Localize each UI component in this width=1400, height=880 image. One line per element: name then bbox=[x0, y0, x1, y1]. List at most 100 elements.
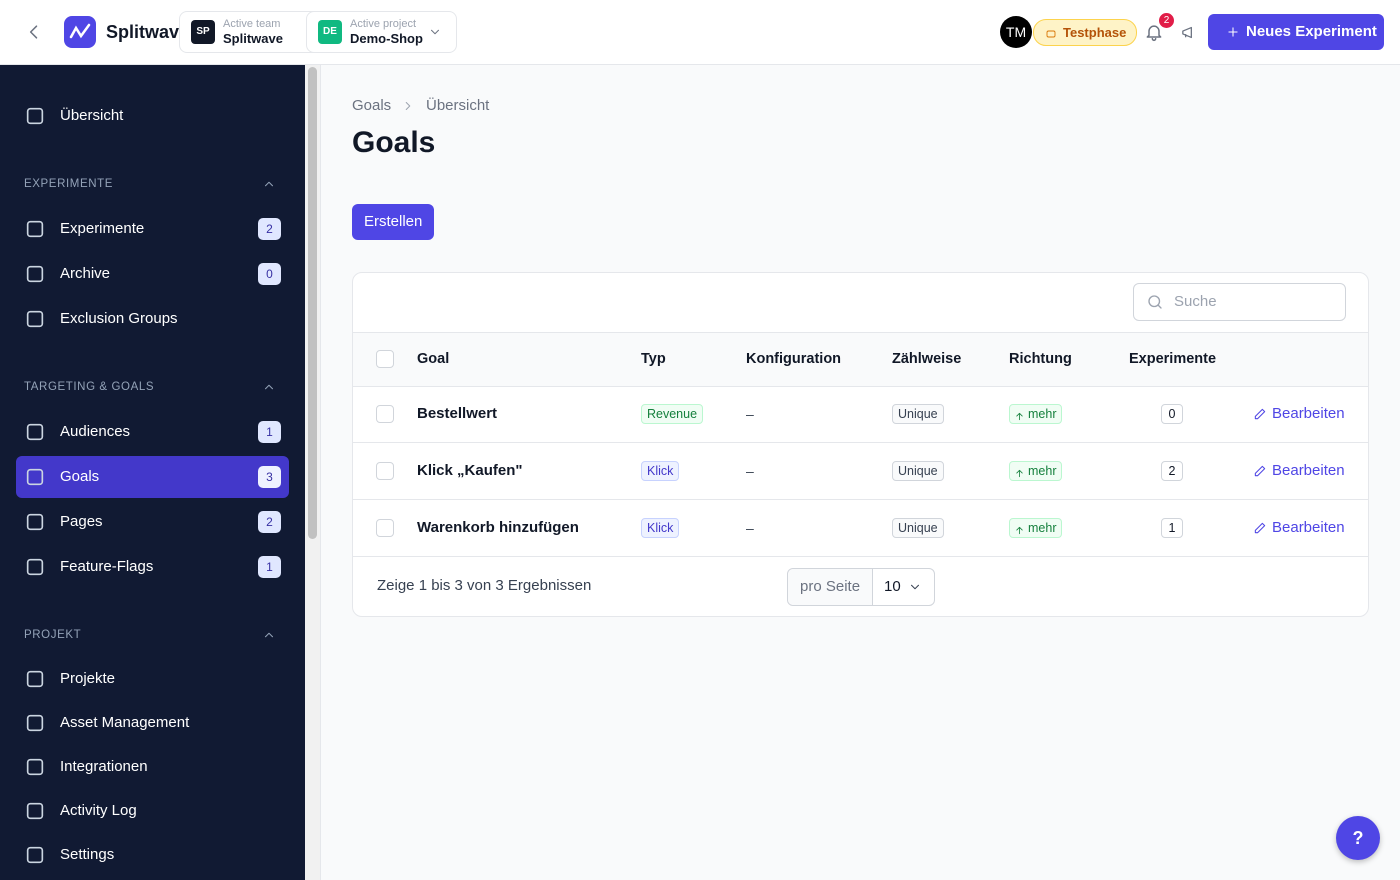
new-experiment-button[interactable]: Neues Experiment bbox=[1208, 14, 1384, 50]
nav-label: Exclusion Groups bbox=[60, 310, 178, 327]
goal-name: Warenkorb hinzufügen bbox=[417, 519, 579, 536]
row-checkbox[interactable] bbox=[376, 405, 394, 423]
type-badge: Klick bbox=[641, 518, 680, 538]
type-badge-text: Klick bbox=[647, 521, 674, 535]
nav-count: 2 bbox=[266, 222, 273, 236]
nav-label: Activity Log bbox=[60, 802, 137, 819]
edit-link[interactable]: Bearbeiten bbox=[1272, 519, 1345, 536]
notification-count-badge: 2 bbox=[1159, 13, 1174, 28]
configuration: – bbox=[746, 463, 754, 479]
column-header: Konfiguration bbox=[746, 351, 842, 367]
section-toggle bbox=[262, 628, 276, 642]
user-avatar[interactable]: TM bbox=[1000, 16, 1032, 48]
search-placeholder: Suche bbox=[1174, 293, 1217, 310]
edit-link[interactable]: Bearbeiten bbox=[1272, 462, 1345, 479]
direction-badge-text: mehr bbox=[1028, 464, 1057, 478]
column-header: Zählweise bbox=[892, 351, 962, 367]
counting-badge: Unique bbox=[892, 518, 944, 538]
team-initials-box: SP bbox=[191, 20, 215, 44]
nav-item[interactable]: Settings bbox=[16, 834, 289, 876]
nav-count: 1 bbox=[266, 560, 273, 574]
create-button-label: Erstellen bbox=[364, 213, 423, 230]
counting-badge-text: Unique bbox=[898, 407, 938, 421]
experiments-count: 1 bbox=[1168, 521, 1176, 535]
notifications-button bbox=[1144, 22, 1164, 42]
nav-icon bbox=[24, 263, 46, 285]
direction-badge: mehr bbox=[1009, 404, 1063, 424]
section-toggle bbox=[262, 177, 276, 191]
nav-item[interactable]: Pages 2 bbox=[16, 501, 289, 543]
nav-label: Pages bbox=[60, 513, 103, 530]
nav-label: Experimente bbox=[60, 220, 145, 237]
arrow-up-icon bbox=[1014, 523, 1025, 534]
nav-item[interactable]: Activity Log bbox=[16, 790, 289, 832]
per-page-select[interactable]: pro Seite 10 bbox=[787, 568, 935, 606]
nav-item[interactable]: Projekte bbox=[16, 658, 289, 700]
nav-icon bbox=[24, 511, 46, 533]
row-checkbox[interactable] bbox=[376, 350, 394, 368]
per-page-label-box bbox=[788, 569, 873, 605]
nav-label: Integrationen bbox=[60, 758, 148, 775]
row-divider bbox=[353, 442, 1368, 443]
nav-count-badge: 0 bbox=[258, 263, 281, 285]
configuration: – bbox=[746, 520, 754, 536]
help-button[interactable]: ? bbox=[1336, 816, 1380, 860]
nav-count-badge: 2 bbox=[258, 218, 281, 240]
pagination-summary: Zeige 1 bis 3 von 3 Ergebnissen bbox=[377, 577, 592, 594]
edit-link[interactable]: Bearbeiten bbox=[1272, 405, 1345, 422]
nav-item[interactable]: Integrationen bbox=[16, 746, 289, 788]
nav-count: 1 bbox=[266, 425, 273, 439]
page-title: Goals bbox=[352, 126, 436, 159]
plus-icon bbox=[1226, 25, 1240, 39]
counting-badge-text: Unique bbox=[898, 464, 938, 478]
nav-item[interactable]: Experimente 2 bbox=[16, 208, 289, 250]
section-title: PROJEKT bbox=[24, 629, 82, 641]
row-divider bbox=[353, 499, 1368, 500]
direction-badge: mehr bbox=[1009, 461, 1063, 481]
nav-label: Archive bbox=[60, 265, 111, 282]
breadcrumb-separator bbox=[401, 99, 415, 113]
search-input[interactable]: Suche bbox=[1133, 283, 1346, 321]
counting-badge: Unique bbox=[892, 461, 944, 481]
nav-count-badge: 2 bbox=[258, 511, 281, 533]
experiments-count-badge: 2 bbox=[1161, 461, 1183, 481]
section-title: EXPERIMENTE bbox=[24, 178, 114, 190]
column-header: Goal bbox=[417, 351, 450, 367]
team-name: Splitwave bbox=[223, 31, 283, 46]
row-divider bbox=[353, 556, 1368, 557]
nav-item[interactable]: Audiences 1 bbox=[16, 411, 289, 453]
nav-item[interactable]: Feature-Flags 1 bbox=[16, 546, 289, 588]
row-checkbox[interactable] bbox=[376, 519, 394, 537]
counting-badge: Unique bbox=[892, 404, 944, 424]
create-button[interactable]: Erstellen bbox=[352, 204, 434, 240]
nav-count-badge: 3 bbox=[258, 466, 281, 488]
nav-label: Asset Management bbox=[60, 714, 190, 731]
nav-count-badge: 1 bbox=[258, 556, 281, 578]
logo bbox=[64, 16, 96, 48]
experiments-count-badge: 0 bbox=[1161, 404, 1183, 424]
nav-item[interactable]: Archive 0 bbox=[16, 253, 289, 295]
nav-icon bbox=[24, 756, 46, 778]
goal-name: Klick „Kaufen" bbox=[417, 462, 523, 479]
arrow-up-icon bbox=[1014, 466, 1025, 477]
nav-item[interactable]: Goals 3 bbox=[16, 456, 289, 498]
edit-icon bbox=[1253, 464, 1267, 478]
experiments-count: 0 bbox=[1168, 407, 1176, 421]
project-chevron bbox=[428, 25, 442, 39]
nav-item[interactable]: Exclusion Groups bbox=[16, 298, 289, 340]
nav-item[interactable]: Übersicht bbox=[16, 95, 289, 137]
nav-item[interactable]: Asset Management bbox=[16, 702, 289, 744]
edit-icon bbox=[1253, 521, 1267, 535]
trial-icon bbox=[1045, 27, 1057, 39]
configuration: – bbox=[746, 406, 754, 422]
nav-count: 3 bbox=[266, 470, 273, 484]
new-experiment-label: Neues Experiment bbox=[1246, 23, 1377, 40]
row-checkbox[interactable] bbox=[376, 462, 394, 480]
project-caption: Active project bbox=[350, 18, 417, 30]
arrow-up-icon bbox=[1014, 409, 1025, 420]
nav-label: Projekte bbox=[60, 670, 116, 687]
announcements-button bbox=[1180, 24, 1197, 41]
nav-icon bbox=[24, 308, 46, 330]
brand-name: Splitwave bbox=[106, 22, 190, 42]
breadcrumb-item[interactable]: Goals bbox=[352, 97, 392, 114]
